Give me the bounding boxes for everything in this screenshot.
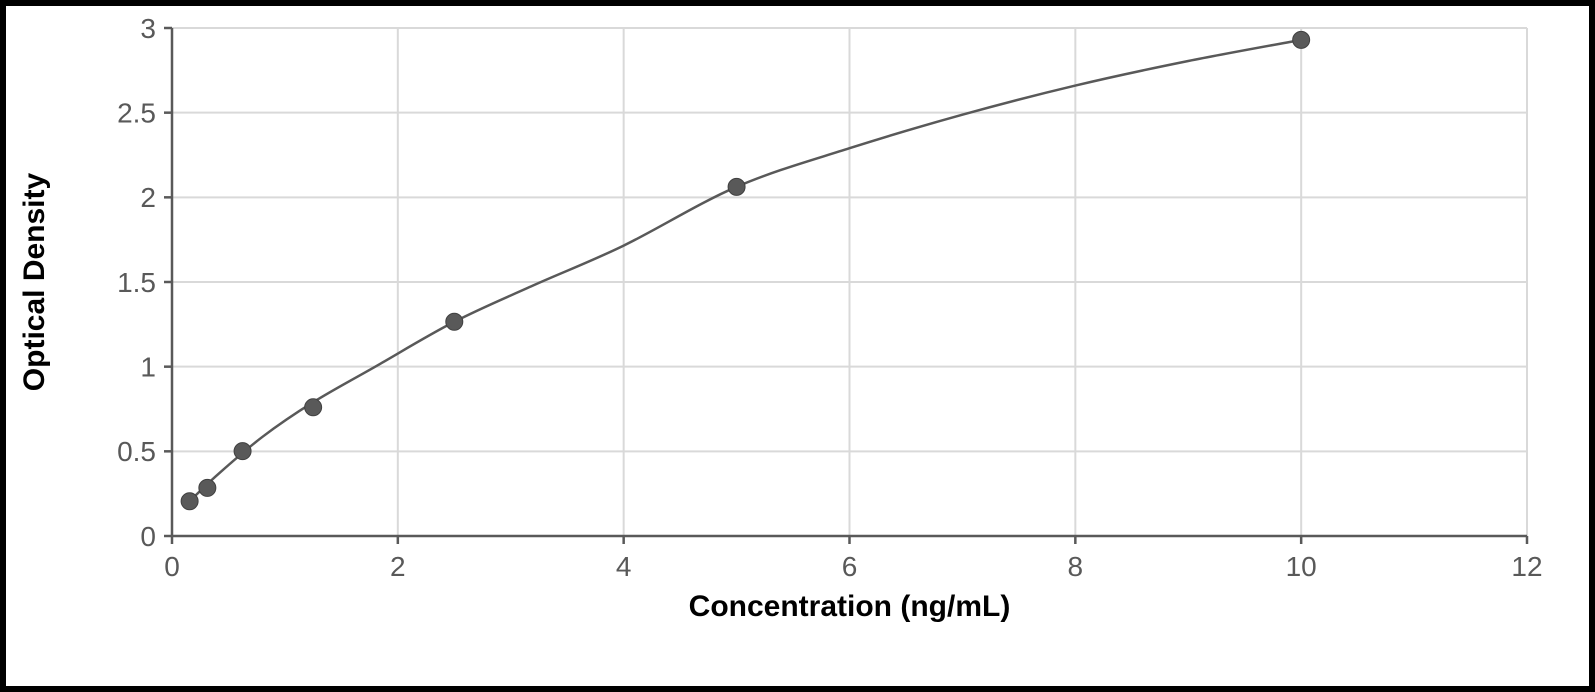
x-axis-title: Concentration (ng/mL) [689,590,1011,623]
x-tick-label: 6 [842,551,858,582]
data-point-marker [181,493,198,510]
standard-curve-chart: 0 2 4 6 8 10 12 0 0.5 1 1.5 2 2.5 3 Concentration (ng/… [6,6,1589,686]
x-tick-label: 0 [164,551,180,582]
y-tick-label: 2.5 [117,97,156,128]
x-tick-label: 4 [616,551,632,582]
x-tick-label: 12 [1511,551,1542,582]
y-tick-label: 3 [140,13,156,44]
y-tick-label: 0.5 [117,436,156,467]
y-tick-label: 0 [140,521,156,552]
x-tick-label: 8 [1068,551,1084,582]
y-axis-title: Optical Density [18,172,51,391]
x-tick-label: 2 [390,551,406,582]
data-point-marker [199,479,216,496]
data-point-marker [446,313,463,330]
data-point-marker [305,399,322,416]
chart-background [6,6,1589,686]
data-point-marker [1293,31,1310,48]
y-tick-label: 1.5 [117,267,156,298]
y-tick-label: 2 [140,182,156,213]
y-tick-label: 1 [140,351,156,382]
x-tick-label: 10 [1286,551,1317,582]
chart-frame: 0 2 4 6 8 10 12 0 0.5 1 1.5 2 2.5 3 Concentration (ng/… [0,0,1595,692]
data-point-marker [234,443,251,460]
data-point-marker [728,178,745,195]
